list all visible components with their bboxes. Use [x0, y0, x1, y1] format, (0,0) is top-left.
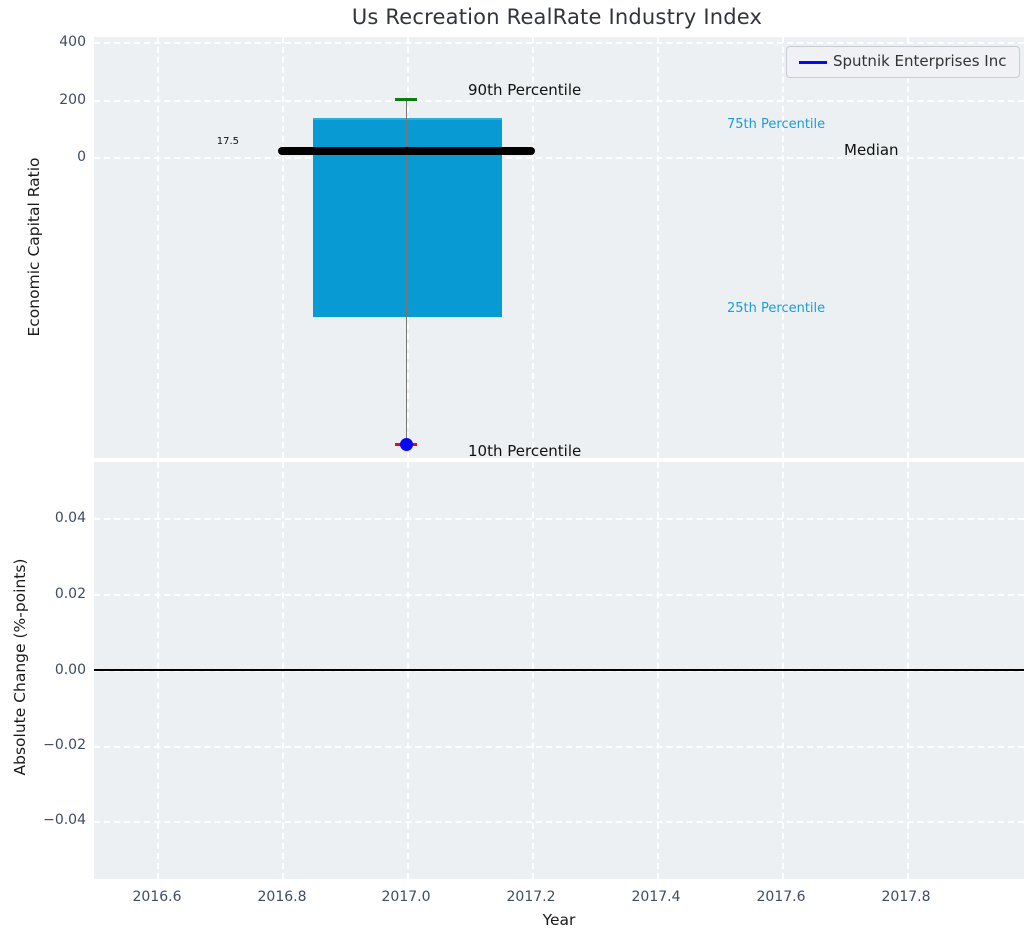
- median-line: [278, 147, 535, 155]
- top-y-axis-label: Economic Capital Ratio: [25, 157, 43, 337]
- x-axis-label: Year: [542, 911, 576, 929]
- legend: Sputnik Enterprises Inc: [786, 46, 1020, 78]
- gridline-horizontal: [94, 594, 1024, 596]
- gridline-vertical: [157, 37, 159, 458]
- chart-title: Us Recreation RealRate Industry Index: [351, 5, 763, 29]
- gridline-horizontal: [94, 746, 1024, 748]
- bottom-y-axis-label: Absolute Change (%-points): [11, 558, 29, 776]
- gridline-horizontal: [94, 821, 1024, 823]
- gridline-horizontal: [94, 42, 1024, 44]
- xtick: 2017.4: [631, 889, 681, 905]
- gridline-horizontal: [94, 670, 1024, 672]
- legend-label: Sputnik Enterprises Inc: [833, 52, 1007, 70]
- gridline-vertical: [907, 37, 909, 458]
- percentile-whisker-stem: [406, 100, 407, 445]
- gridline-vertical: [657, 37, 659, 458]
- xtick: 2016.8: [257, 889, 307, 905]
- gridline-vertical: [532, 37, 534, 458]
- xtick: 2017.2: [506, 889, 556, 905]
- bottom-ytick: 0.02: [54, 586, 86, 602]
- top-ytick: 400: [59, 34, 86, 50]
- zero-reference-line: [94, 669, 1024, 671]
- gridline-horizontal: [94, 518, 1024, 520]
- bottom-ytick: −0.04: [43, 812, 86, 828]
- p90-marker: [395, 98, 417, 101]
- company-data-point: [400, 438, 413, 451]
- bottom-plot-area: [94, 462, 1024, 879]
- annotation-90th-percentile: 90th Percentile: [468, 81, 582, 99]
- xtick: 2017.0: [381, 889, 431, 905]
- bottom-ytick: 0.00: [54, 662, 86, 678]
- bottom-ytick: 0.04: [54, 510, 86, 526]
- xtick: 2017.8: [881, 889, 931, 905]
- top-plot-area: 90th Percentile 75th Percentile Median 2…: [94, 37, 1024, 460]
- annotation-10th-percentile: 10th Percentile: [468, 442, 582, 460]
- top-ytick: 0: [77, 149, 86, 165]
- annotation-median-value: 17.5: [216, 136, 239, 147]
- gridline-vertical: [282, 37, 284, 458]
- gridline-horizontal: [94, 157, 1024, 159]
- xtick: 2016.6: [132, 889, 182, 905]
- bottom-ytick: −0.02: [43, 737, 86, 753]
- annotation-75th-percentile: 75th Percentile: [727, 117, 826, 132]
- gridline-vertical: [782, 37, 784, 458]
- gridline-horizontal: [94, 100, 1024, 102]
- xtick: 2017.6: [756, 889, 806, 905]
- annotation-median: Median: [844, 141, 899, 159]
- annotation-25th-percentile: 25th Percentile: [727, 301, 826, 316]
- top-ytick: 200: [59, 92, 86, 108]
- legend-line-swatch: [799, 61, 827, 64]
